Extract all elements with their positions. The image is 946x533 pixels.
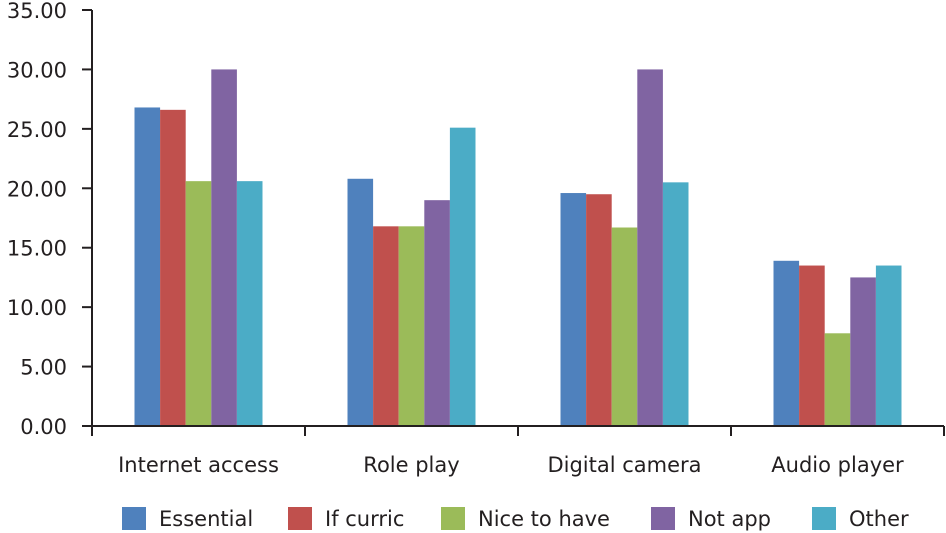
bar-not-app-digital-camera <box>637 69 663 426</box>
legend-swatch <box>812 507 836 530</box>
bar-not-app-role-play <box>424 200 450 426</box>
legend-item: Other <box>812 507 909 531</box>
y-tick-label: 25.00 <box>7 118 67 142</box>
y-tick-label: 10.00 <box>7 296 67 320</box>
x-category-label: Audio player <box>771 453 904 477</box>
bar-nice-to-have-audio-player <box>824 333 851 426</box>
bar-other-role-play <box>449 127 476 426</box>
bar-other-digital-camera <box>662 182 689 426</box>
legend-swatch <box>122 507 146 530</box>
legend-swatch <box>441 507 465 530</box>
bar-if-curric-role-play <box>373 226 399 426</box>
bars <box>134 69 902 426</box>
bar-if-curric-internet-access <box>160 109 186 426</box>
legend-label: Nice to have <box>478 507 610 531</box>
legend-swatch <box>651 507 675 530</box>
x-category-label: Internet access <box>118 453 279 477</box>
y-tick-label: 15.00 <box>7 237 67 261</box>
y-axis: 0.00 5.00 10.00 15.00 20.00 25.00 30.00 35.00 <box>7 0 93 439</box>
bar-essential-role-play <box>347 178 374 426</box>
x-category-label: Digital camera <box>547 453 701 477</box>
bar-not-app-audio-player <box>850 277 876 426</box>
legend: Essential If curric Nice to have Not app Oth… <box>122 507 909 531</box>
x-category-label: Role play <box>363 453 459 477</box>
x-axis: Internet access Role play Digital camera Au… <box>91 425 945 477</box>
legend-label: Other <box>849 507 909 531</box>
bar-essential-internet-access <box>134 107 161 426</box>
legend-label: Not app <box>688 507 771 531</box>
legend-item: If curric <box>288 507 404 531</box>
bar-nice-to-have-digital-camera <box>611 227 638 426</box>
y-tick-label: 35.00 <box>7 0 67 23</box>
bar-nice-to-have-internet-access <box>185 181 212 426</box>
y-tick-label: 20.00 <box>7 177 67 201</box>
legend-swatch <box>288 507 312 530</box>
bar-if-curric-audio-player <box>799 265 825 426</box>
legend-item: Nice to have <box>441 507 610 531</box>
bar-if-curric-digital-camera <box>586 194 612 426</box>
y-tick-label: 0.00 <box>20 415 67 439</box>
legend-item: Essential <box>122 507 253 531</box>
legend-item: Not app <box>651 507 771 531</box>
bar-essential-audio-player <box>773 260 800 426</box>
bar-other-internet-access <box>236 181 263 426</box>
bar-not-app-internet-access <box>211 69 237 426</box>
legend-label: If curric <box>325 507 404 531</box>
bar-nice-to-have-role-play <box>398 226 425 426</box>
bar-other-audio-player <box>875 265 902 426</box>
y-tick-label: 30.00 <box>7 58 67 82</box>
y-tick-label: 5.00 <box>20 356 67 380</box>
bar-essential-digital-camera <box>560 193 587 426</box>
legend-label: Essential <box>159 507 253 531</box>
